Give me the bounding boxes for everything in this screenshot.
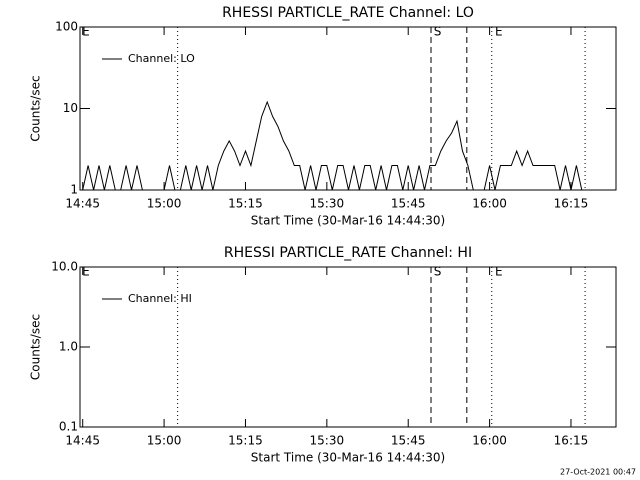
annotation: S bbox=[434, 265, 442, 279]
y-tick-label: 100 bbox=[55, 20, 78, 34]
chart-title: RHESSI PARTICLE_RATE Channel: HI bbox=[224, 245, 472, 261]
x-tick-label: 16:00 bbox=[472, 434, 507, 448]
annotation: E bbox=[495, 25, 503, 39]
y-tick-label: 10 bbox=[63, 101, 78, 115]
x-axis-label: Start Time (30-Mar-16 14:44:30) bbox=[251, 214, 445, 228]
x-tick-label: 14:45 bbox=[65, 434, 100, 448]
x-tick-label: 15:30 bbox=[310, 434, 345, 448]
annotation: S bbox=[434, 25, 442, 39]
x-tick-label: 16:15 bbox=[554, 434, 589, 448]
footer: 27-Oct-2021 00:47 bbox=[560, 468, 636, 477]
y-axis-label: Counts/sec bbox=[29, 314, 43, 380]
x-axis-label: Start Time (30-Mar-16 14:44:30) bbox=[251, 451, 445, 465]
x-tick-label: 14:45 bbox=[65, 197, 100, 211]
chart-title: RHESSI PARTICLE_RATE Channel: LO bbox=[222, 5, 474, 21]
annotation: E bbox=[495, 265, 503, 279]
annotation: E bbox=[82, 265, 90, 279]
x-tick-label: 15:15 bbox=[228, 434, 263, 448]
x-tick-label: 15:15 bbox=[228, 197, 263, 211]
data-line bbox=[82, 100, 588, 191]
legend-label: Channel: HI bbox=[128, 292, 192, 305]
y-tick-label: 10.0 bbox=[51, 260, 78, 274]
x-tick-label: 15:00 bbox=[147, 197, 182, 211]
x-tick-label: 15:45 bbox=[391, 434, 426, 448]
annotation: E bbox=[82, 25, 90, 39]
x-tick-label: 16:15 bbox=[554, 197, 589, 211]
y-tick-label: 1 bbox=[70, 183, 78, 197]
x-tick-label: 15:45 bbox=[391, 197, 426, 211]
x-tick-label: 15:00 bbox=[147, 434, 182, 448]
y-axis-label: Counts/sec bbox=[29, 75, 43, 141]
y-tick-label: 1.0 bbox=[59, 340, 78, 354]
legend-label: Channel: LO bbox=[128, 52, 195, 65]
x-tick-label: 15:30 bbox=[310, 197, 345, 211]
y-tick-label: 0.1 bbox=[59, 420, 78, 434]
x-tick-label: 16:00 bbox=[472, 197, 507, 211]
